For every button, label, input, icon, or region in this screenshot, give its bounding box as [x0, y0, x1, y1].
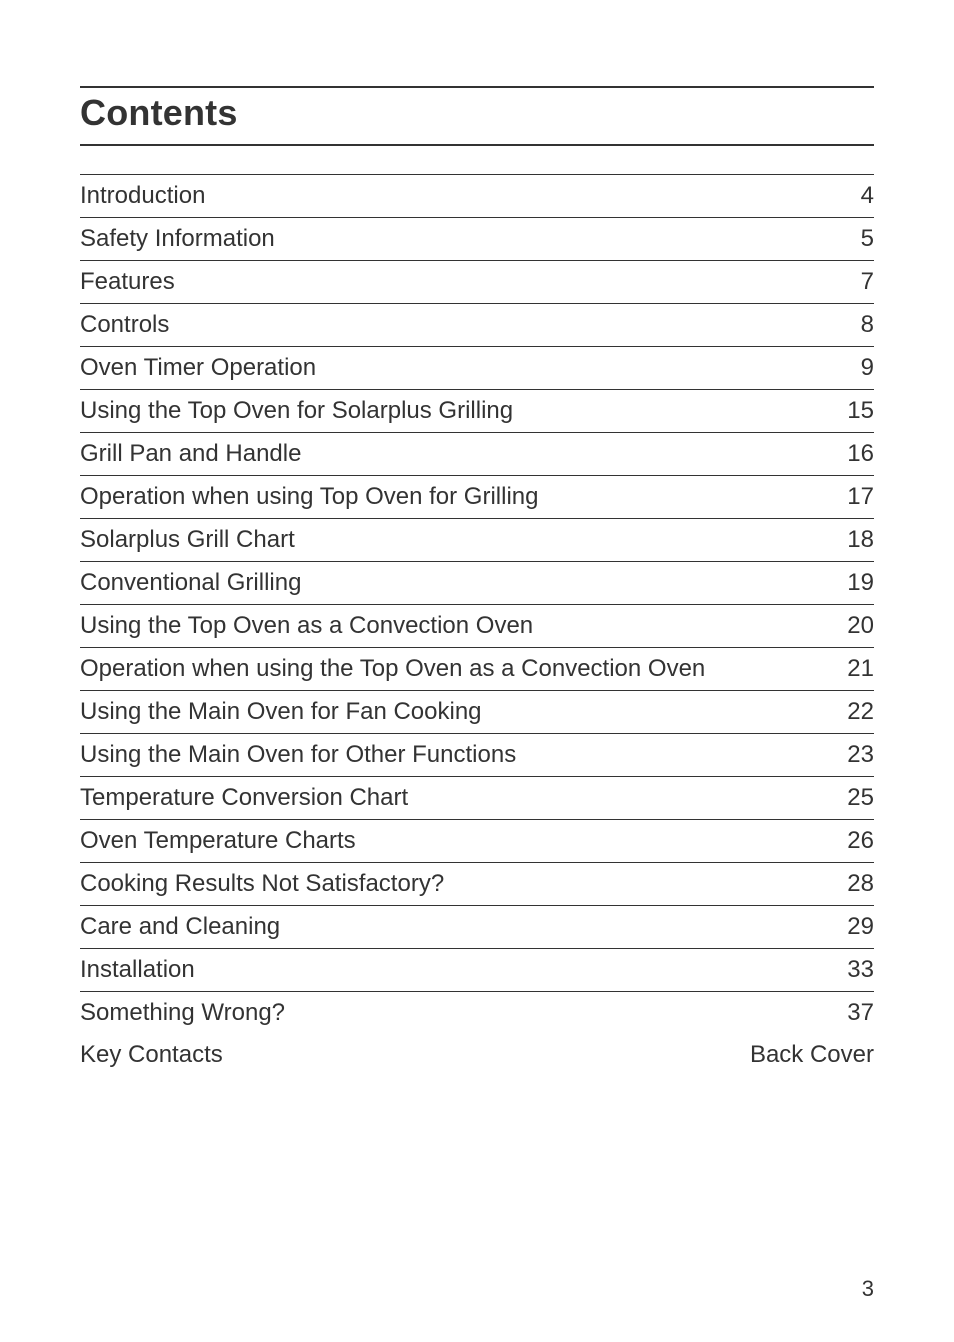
toc-row: Oven Timer Operation 9 [80, 346, 874, 389]
toc-row: Installation 33 [80, 948, 874, 991]
toc-label: Using the Top Oven for Solarplus Grillin… [80, 397, 513, 425]
toc-page: 23 [734, 741, 874, 769]
toc-row: Introduction 4 [80, 174, 874, 217]
toc-row: Care and Cleaning 29 [80, 905, 874, 948]
toc-label: Something Wrong? [80, 999, 285, 1027]
toc-page: 16 [734, 440, 874, 468]
toc-page: 8 [734, 311, 874, 339]
toc-label: Using the Main Oven for Fan Cooking [80, 698, 482, 726]
toc-row: Oven Temperature Charts 26 [80, 819, 874, 862]
toc-row: Using the Main Oven for Other Functions … [80, 733, 874, 776]
toc-label: Operation when using Top Oven for Grilli… [80, 483, 538, 511]
toc-page: 22 [734, 698, 874, 726]
toc-page: 29 [734, 913, 874, 941]
toc-page: 9 [734, 354, 874, 382]
toc-page: 4 [734, 182, 874, 210]
toc-row: Cooking Results Not Satisfactory? 28 [80, 862, 874, 905]
toc-label: Temperature Conversion Chart [80, 784, 408, 812]
toc-label: Conventional Grilling [80, 569, 301, 597]
toc-label: Using the Top Oven as a Convection Oven [80, 612, 533, 640]
toc-label: Controls [80, 311, 169, 339]
toc-label: Oven Timer Operation [80, 354, 316, 382]
toc-page: 5 [734, 225, 874, 253]
toc-label: Installation [80, 956, 195, 984]
toc-label: Oven Temperature Charts [80, 827, 356, 855]
toc-row: Safety Information 5 [80, 217, 874, 260]
toc-page: 33 [734, 956, 874, 984]
toc-row: Controls 8 [80, 303, 874, 346]
toc-page: 19 [734, 569, 874, 597]
toc-label: Grill Pan and Handle [80, 440, 301, 468]
page-number: 3 [862, 1276, 874, 1302]
toc-row: Using the Main Oven for Fan Cooking 22 [80, 690, 874, 733]
toc-label: Solarplus Grill Chart [80, 526, 295, 554]
toc-page: 15 [734, 397, 874, 425]
toc-row: Solarplus Grill Chart 18 [80, 518, 874, 561]
toc-row: Temperature Conversion Chart 25 [80, 776, 874, 819]
page-title: Contents [80, 92, 874, 134]
toc-page: 25 [734, 784, 874, 812]
toc-page: 17 [734, 483, 874, 511]
toc-label: Safety Information [80, 225, 275, 253]
toc-page: 18 [734, 526, 874, 554]
toc-row: Conventional Grilling 19 [80, 561, 874, 604]
toc-row: Key Contacts Back Cover [80, 1034, 874, 1076]
toc-label: Key Contacts [80, 1041, 223, 1069]
toc-page: 21 [734, 655, 874, 683]
table-of-contents: Introduction 4 Safety Information 5 Feat… [80, 174, 874, 1076]
toc-page: 37 [734, 999, 874, 1027]
toc-row: Grill Pan and Handle 16 [80, 432, 874, 475]
page: Contents Introduction 4 Safety Informati… [0, 0, 954, 1342]
toc-page: Back Cover [734, 1041, 874, 1069]
toc-row: Features 7 [80, 260, 874, 303]
toc-label: Introduction [80, 182, 205, 210]
title-block: Contents [80, 86, 874, 146]
toc-row: Operation when using Top Oven for Grilli… [80, 475, 874, 518]
toc-label: Care and Cleaning [80, 913, 280, 941]
toc-page: 26 [734, 827, 874, 855]
toc-row: Something Wrong? 37 [80, 991, 874, 1034]
toc-page: 20 [734, 612, 874, 640]
toc-row: Using the Top Oven as a Convection Oven … [80, 604, 874, 647]
toc-label: Features [80, 268, 175, 296]
toc-label: Using the Main Oven for Other Functions [80, 741, 516, 769]
toc-label: Operation when using the Top Oven as a C… [80, 655, 705, 683]
toc-label: Cooking Results Not Satisfactory? [80, 870, 444, 898]
toc-page: 7 [734, 268, 874, 296]
toc-row: Using the Top Oven for Solarplus Grillin… [80, 389, 874, 432]
toc-page: 28 [734, 870, 874, 898]
toc-row: Operation when using the Top Oven as a C… [80, 647, 874, 690]
